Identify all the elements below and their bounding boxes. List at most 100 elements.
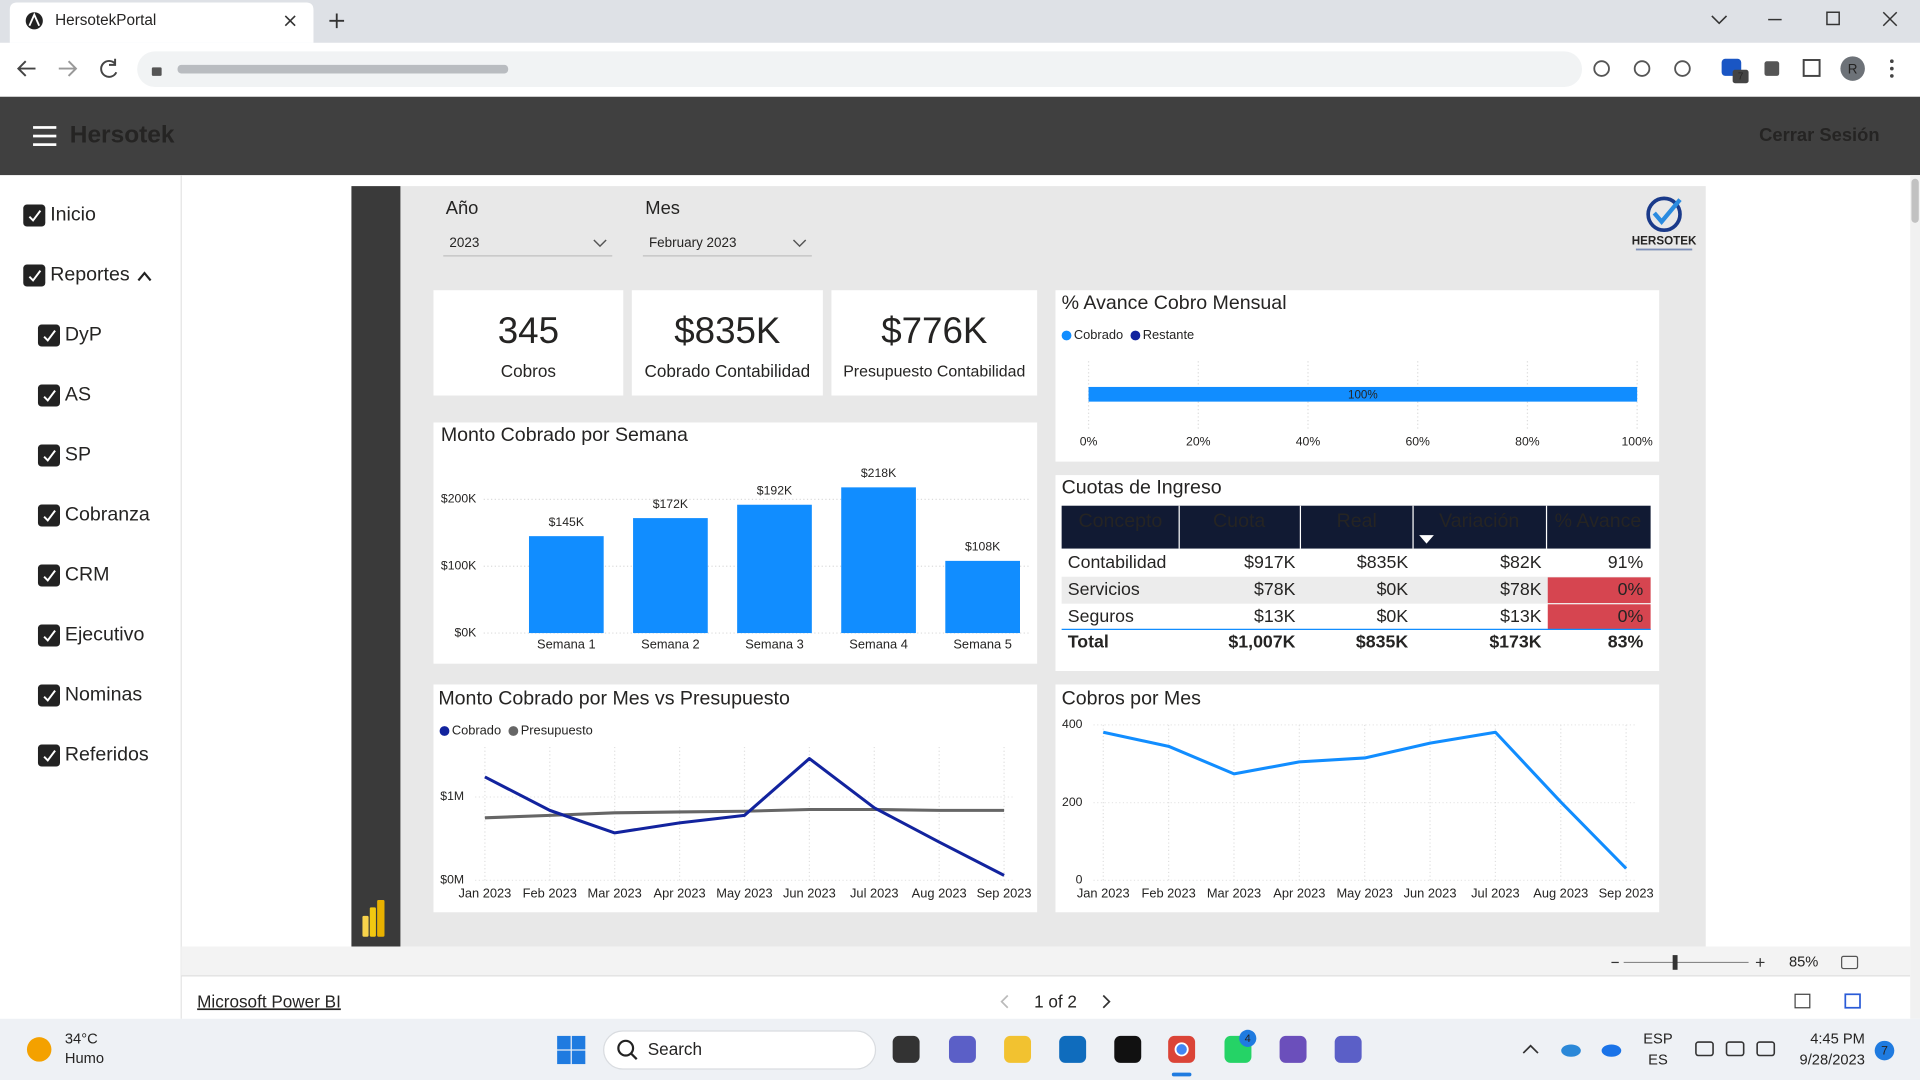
taskbar-search[interactable] [603, 1030, 877, 1070]
omnibox-icon-0[interactable] [1593, 60, 1610, 77]
profile-avatar[interactable] [1840, 56, 1865, 81]
taskbar-app-0[interactable] [892, 1035, 920, 1063]
zoom-thumb[interactable] [1672, 955, 1678, 970]
hamburger-2[interactable] [33, 143, 57, 146]
close-window[interactable] [1882, 11, 1898, 27]
data-label: $108K [965, 540, 1001, 554]
browser-menu-2[interactable] [1890, 74, 1894, 78]
fullscreen[interactable] [1844, 993, 1861, 1009]
nav-item[interactable]: Referidos [65, 744, 149, 766]
powerbi-link[interactable]: Microsoft Power BI [197, 991, 341, 1011]
active-app [1171, 1072, 1192, 1077]
legend-label: Restante [1143, 327, 1194, 342]
filter-value[interactable]: February 2023 [649, 235, 736, 250]
side-panel[interactable] [1802, 59, 1821, 77]
filter-dropdown[interactable] [642, 230, 812, 256]
tray-icon-2[interactable] [1756, 1041, 1776, 1057]
nav-icon-mark [28, 210, 42, 222]
taskbar-app-7[interactable] [1279, 1035, 1307, 1063]
cloud-1[interactable] [1601, 1044, 1622, 1057]
taskbar-app-4[interactable] [1114, 1035, 1142, 1063]
nav-expand[interactable] [137, 271, 152, 282]
x-tick-label: Feb 2023 [1141, 885, 1195, 900]
omnibox-icon-1[interactable] [1633, 60, 1651, 77]
clock-time[interactable]: 4:45 PM [1810, 1031, 1865, 1047]
scrollbar-thumb[interactable] [1911, 178, 1919, 223]
kpi-value: 345 [498, 310, 559, 351]
hamburger-0[interactable] [33, 126, 57, 129]
table-cell: $78K [1254, 579, 1296, 599]
data-label: $145K [549, 515, 585, 529]
browser-menu-0[interactable] [1890, 59, 1894, 64]
table-cell: $0K [1377, 579, 1409, 599]
line-series [484, 807, 1005, 820]
tray-expand[interactable] [1522, 1044, 1539, 1054]
reload[interactable] [100, 58, 118, 78]
logo-text: HERSOTEK [1632, 234, 1697, 247]
x-tick-label: May 2023 [716, 885, 772, 900]
tray-icon-0[interactable] [1695, 1041, 1714, 1057]
cloud-0[interactable] [1561, 1044, 1581, 1057]
nav-item[interactable]: Inicio [50, 204, 96, 226]
active-tab[interactable] [9, 2, 314, 43]
new-tab[interactable] [329, 13, 345, 29]
legend-label: Cobrado [452, 722, 501, 737]
taskbar-app-2[interactable] [1004, 1035, 1032, 1063]
visual-title: Cobros por Mes [1062, 687, 1201, 709]
hamburger-1[interactable] [33, 134, 57, 138]
region[interactable]: ES [1648, 1052, 1668, 1068]
x-tick-label: May 2023 [1336, 885, 1392, 900]
nav-item[interactable]: Cobranza [65, 504, 150, 526]
extensions[interactable] [1764, 61, 1780, 76]
row-label: Seguros [1068, 606, 1134, 626]
column-header[interactable]: Real [1337, 510, 1377, 532]
back[interactable] [16, 60, 36, 77]
fit-page[interactable] [1841, 955, 1859, 970]
nav-icon-mark [28, 270, 42, 282]
clock-date[interactable]: 9/28/2023 [1800, 1052, 1865, 1068]
chat-badge: 4 [1245, 1033, 1251, 1045]
table-cell: $78K [1500, 579, 1542, 599]
temperature: 34°C [65, 1031, 98, 1047]
filter-dropdown[interactable] [443, 230, 613, 256]
next-page[interactable] [1102, 994, 1111, 1009]
column-header[interactable]: Cuota [1213, 510, 1265, 532]
bar [528, 536, 604, 634]
taskbar-app-3[interactable] [1059, 1035, 1087, 1063]
nav-item[interactable]: Nominas [65, 684, 142, 706]
nav-item[interactable]: CRM [65, 564, 110, 586]
browser-menu-1[interactable] [1890, 66, 1894, 71]
nav-item[interactable]: Ejecutivo [65, 624, 145, 646]
share[interactable] [1794, 993, 1811, 1009]
column-header[interactable]: % Avance [1555, 510, 1642, 532]
nav-item[interactable]: SP [65, 444, 91, 466]
nav-item[interactable]: DyP [65, 324, 102, 346]
filter-label: Año [446, 197, 479, 218]
tab-close[interactable] [284, 15, 296, 27]
taskbar-app-1[interactable] [948, 1035, 976, 1063]
omnibox-icon-2[interactable] [1674, 60, 1691, 77]
column-header[interactable]: Concepto [1079, 510, 1163, 532]
maximize[interactable] [1826, 11, 1840, 26]
data-label: $218K [861, 466, 897, 480]
tab-menu[interactable] [1711, 15, 1728, 25]
nav-item[interactable]: Reportes [50, 264, 130, 286]
filter-value[interactable]: 2023 [449, 235, 479, 250]
bar [633, 518, 708, 634]
tray-icon-1[interactable] [1725, 1041, 1745, 1057]
nav-icon-mark [43, 750, 56, 762]
language[interactable]: ESP [1643, 1031, 1673, 1047]
kpi-card [831, 290, 1038, 396]
zoom-in[interactable] [1755, 958, 1765, 967]
visual-card [433, 684, 1038, 913]
taskbar-app-8[interactable] [1334, 1035, 1362, 1063]
notification-badge[interactable]: 7 [1881, 1043, 1888, 1057]
omnibox[interactable] [137, 51, 1583, 87]
table-cell: $13K [1254, 606, 1296, 626]
forward[interactable] [58, 60, 78, 77]
nav-icon [37, 684, 60, 707]
prev-page[interactable] [1000, 994, 1009, 1009]
nav-item[interactable]: AS [65, 384, 91, 406]
column-header[interactable]: Variación [1439, 510, 1519, 532]
logout[interactable]: Cerrar Sesión [1759, 124, 1879, 145]
